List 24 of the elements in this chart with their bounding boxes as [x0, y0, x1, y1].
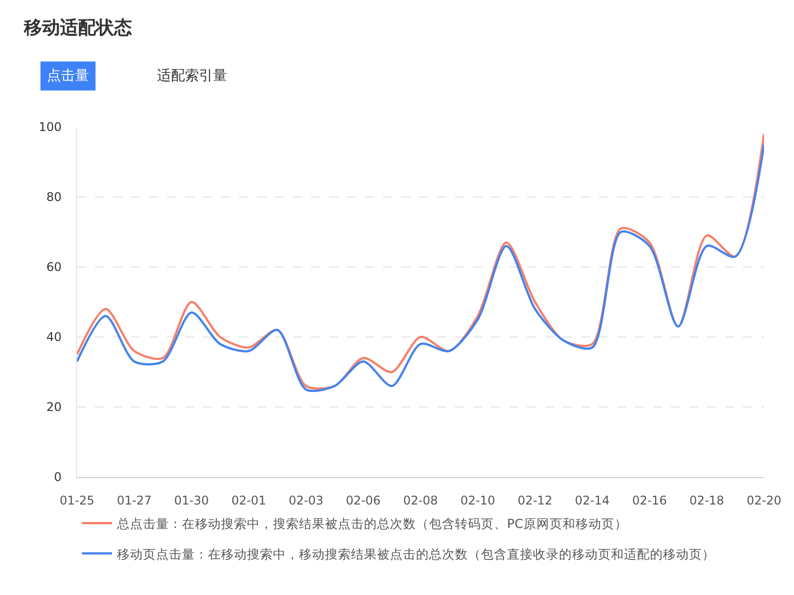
legend-label: 总点击量：在移动搜索中，搜索结果被点击的总次数（包含转码页、PC原网页和移动页） — [116, 516, 628, 531]
chart-title: 移动适配状态 — [23, 17, 132, 38]
x-tick-label: 02-03 — [288, 493, 324, 508]
x-tick-label: 01-25 — [60, 493, 94, 508]
y-tick-label: 20 — [46, 400, 62, 414]
text: 点击量 — [47, 68, 89, 84]
y-tick-label: 40 — [46, 330, 62, 344]
x-tick-label: 01-30 — [174, 493, 209, 508]
x-tick-label: 02-08 — [403, 493, 438, 508]
y-tick-label: 60 — [46, 260, 62, 274]
x-tick-label: 02-18 — [689, 493, 724, 508]
y-tick-label: 100 — [38, 120, 62, 134]
x-tick-label: 02-01 — [231, 493, 266, 508]
text: 适配索引量 — [157, 68, 227, 84]
y-tick-label: 80 — [46, 190, 62, 204]
x-tick-label: 02-12 — [518, 493, 552, 508]
legend-label: 移动页点击量：在移动搜索中，移动搜索结果被点击的总次数（包含直接收录的移动页和适配的移动页） — [117, 546, 715, 562]
x-tick-label: 02-06 — [346, 493, 381, 508]
x-tick-label: 02-10 — [460, 493, 496, 508]
x-tick-label: 01-27 — [116, 493, 152, 508]
x-tick-label: 02-14 — [574, 493, 610, 508]
y-tick-label: 0 — [54, 470, 62, 484]
x-tick-label: 02-16 — [632, 493, 667, 508]
x-tick-label: 02-20 — [746, 493, 782, 508]
